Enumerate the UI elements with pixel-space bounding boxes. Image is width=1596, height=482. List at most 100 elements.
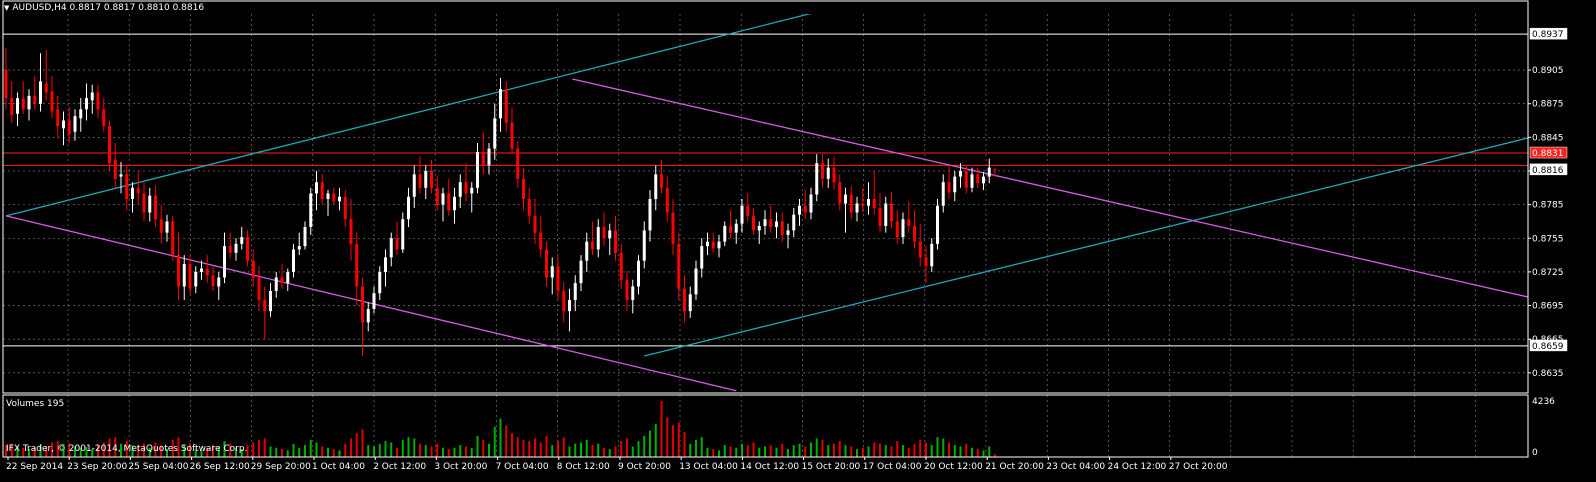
candle-body: [596, 227, 600, 250]
price-tick-label: 0.8845: [1532, 133, 1564, 143]
candle-body: [769, 219, 773, 228]
candle-body: [614, 230, 617, 253]
candle-body: [125, 174, 129, 200]
price-tick-label: 0.8785: [1532, 201, 1564, 211]
candle-body: [976, 174, 980, 184]
collapse-triangle-icon[interactable]: ▼: [4, 4, 10, 12]
candle-body: [711, 241, 715, 249]
time-tick-label: 2 Oct 12:00: [373, 462, 426, 472]
candle-body: [936, 205, 939, 244]
candle-body: [901, 219, 905, 238]
candle-body: [90, 92, 94, 101]
trend-lines: [5, 14, 1528, 392]
candle-body: [723, 225, 727, 242]
time-tick-label: 14 Oct 12:00: [740, 462, 799, 472]
candle-body: [470, 187, 474, 194]
candle-body: [211, 275, 215, 287]
symbol-line: AUDUSD,H4 0.8817 0.8817 0.8810 0.8816: [12, 3, 205, 13]
candle-body: [85, 98, 88, 110]
candle-body: [930, 243, 934, 267]
candle-body: [458, 182, 462, 197]
candle-body: [412, 174, 416, 197]
candle-body: [476, 151, 479, 188]
price-tick-label: 0.8905: [1532, 66, 1564, 76]
candle-body: [234, 243, 238, 253]
candle-body: [798, 205, 801, 215]
candle-body: [671, 212, 675, 244]
candle-body: [924, 257, 928, 267]
candle-body: [654, 174, 658, 200]
time-tick-label: 27 Oct 20:00: [1169, 462, 1228, 472]
candle-body: [142, 193, 146, 213]
time-tick-label: 26 Sep 12:00: [190, 462, 250, 472]
candle-body: [171, 221, 175, 256]
candle-body: [941, 182, 945, 206]
chart-frame: [2, 0, 1529, 458]
time-tick-label: 15 Oct 20:00: [802, 462, 861, 472]
candle-body: [740, 205, 744, 224]
candle-body: [309, 193, 313, 228]
candle-body: [79, 109, 83, 119]
candle-body: [504, 89, 508, 123]
candle-body: [205, 268, 209, 276]
candle-body: [447, 193, 451, 211]
candle-body: [188, 264, 192, 289]
candle-body: [10, 98, 14, 115]
candle-body: [274, 277, 278, 291]
candle-body: [56, 109, 60, 127]
candle-body: [418, 174, 422, 188]
candle-body: [343, 196, 347, 220]
volume-panel-border: [2, 394, 1529, 458]
candle-body: [326, 193, 330, 200]
candle-body: [73, 116, 77, 132]
candle-body: [625, 279, 629, 300]
candle-body: [815, 163, 819, 195]
candle-body: [510, 122, 514, 149]
candle-body: [372, 293, 376, 309]
price-label-box: [1529, 27, 1568, 40]
candles: [4, 47, 997, 356]
candle-body: [729, 225, 732, 233]
price-label-box: [1529, 163, 1568, 176]
candle-body: [562, 290, 566, 312]
candle-body: [872, 199, 876, 208]
copyright-text: IFX Trader, © 2001-2014, MetaQuotes Soft…: [6, 444, 248, 454]
time-tick-label: 23 Sep 20:00: [67, 462, 127, 472]
candle-body: [895, 221, 899, 238]
time-tick-label: 8 Oct 12:00: [557, 462, 610, 472]
candle-body: [993, 168, 997, 170]
candle-body: [384, 257, 387, 272]
candle-body: [556, 266, 560, 291]
candle-body: [119, 174, 123, 177]
candle-body: [136, 187, 140, 194]
candle-body: [688, 294, 692, 312]
candle-body: [545, 249, 548, 278]
candle-body: [527, 199, 531, 216]
candle-body: [752, 215, 755, 231]
time-axis: 22 Sep 2014 23 Sep 20:00 25 Sep 04:00 26 Se…: [6, 457, 1228, 472]
candle-body: [257, 277, 261, 300]
price-tick-label: 0.8635: [1532, 369, 1564, 379]
time-tick-label: 21 Oct 20:00: [985, 462, 1044, 472]
candle-body: [131, 187, 134, 200]
candle-body: [809, 194, 813, 213]
candle-body: [453, 196, 456, 211]
candle-body: [878, 207, 882, 226]
candle-body: [4, 70, 8, 99]
volume-max-label: 4236: [1532, 397, 1555, 407]
candle-body: [890, 203, 893, 222]
candle-body: [361, 286, 364, 323]
candle-body: [200, 268, 203, 272]
candle-body: [579, 260, 583, 284]
time-tick-label: 25 Sep 04:00: [128, 462, 188, 472]
candle-body: [39, 81, 42, 104]
candle-body: [694, 268, 698, 295]
candle-body: [717, 241, 721, 249]
price-axis: 0.89050.88750.88450.88150.87850.87550.87…: [1528, 27, 1568, 458]
candle-body: [366, 308, 370, 323]
candle-body: [251, 260, 255, 278]
candle-body: [660, 174, 663, 188]
candle-body: [913, 225, 916, 242]
candle-body: [964, 170, 968, 188]
